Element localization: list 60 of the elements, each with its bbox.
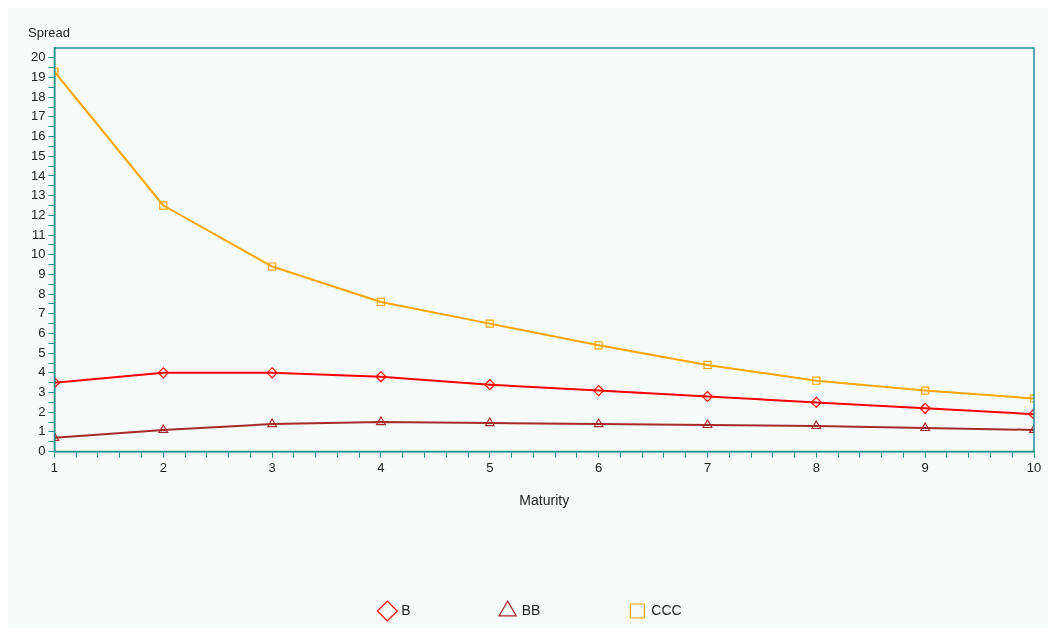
point — [376, 297, 386, 307]
y-tick-label: 16 — [30, 128, 46, 144]
legend-label: B — [401, 601, 411, 618]
point — [266, 367, 278, 379]
y-tick-label: 18 — [30, 88, 46, 104]
point — [484, 379, 496, 391]
legend-label: BB — [521, 601, 541, 618]
x-tick-label: 6 — [595, 459, 603, 475]
point — [484, 417, 495, 427]
y-tick-label: 19 — [30, 69, 46, 85]
y-tick-label: 5 — [38, 344, 46, 360]
y-tick-label: 6 — [38, 325, 46, 341]
y-tick-label: 9 — [38, 265, 46, 281]
point — [701, 390, 714, 403]
point — [919, 402, 931, 414]
y-tick-label: 3 — [38, 384, 46, 400]
point — [485, 319, 494, 328]
y-tick-label: 8 — [38, 285, 46, 301]
x-tick-label: 7 — [703, 459, 712, 475]
x-tick-label: 8 — [812, 459, 820, 475]
point — [158, 424, 169, 434]
x-tick-label: 4 — [377, 459, 385, 475]
point — [593, 418, 604, 428]
x-tick-label: 9 — [921, 459, 929, 475]
y-tick-label: 15 — [30, 147, 46, 163]
y-tick-label: 1 — [38, 423, 46, 439]
point — [157, 367, 169, 379]
x-tick-label: 1 — [50, 459, 59, 475]
y-tick-label: 20 — [30, 49, 46, 65]
point — [267, 418, 278, 428]
y-axis-title: Spread — [28, 25, 70, 41]
y-tick-label: 10 — [30, 246, 46, 262]
point — [268, 262, 277, 271]
y-tick-label: 11 — [31, 226, 46, 242]
point — [375, 371, 387, 383]
point — [159, 201, 168, 210]
y-tick-label: 13 — [30, 187, 46, 203]
legend-label: CCC — [651, 601, 682, 618]
point — [376, 416, 386, 426]
y-tick-label: 2 — [38, 403, 46, 419]
y-tick-label: 0 — [38, 443, 46, 459]
y-tick-label: 14 — [30, 167, 46, 183]
x-axis-title: Maturity — [519, 492, 570, 509]
y-tick-label: 17 — [30, 108, 46, 124]
point — [810, 396, 822, 408]
y-tick-label: 12 — [30, 206, 46, 222]
point — [812, 376, 821, 385]
x-tick-label: 5 — [486, 459, 494, 475]
point — [594, 341, 603, 350]
point — [703, 360, 712, 370]
point — [920, 422, 931, 432]
point — [921, 386, 930, 395]
x-tick-label: 2 — [159, 459, 167, 475]
x-tick-label: 3 — [268, 459, 276, 475]
point — [593, 384, 605, 397]
point — [811, 420, 822, 430]
y-tick-label: 4 — [38, 364, 46, 380]
x-tick-label: 10 — [1026, 459, 1042, 475]
point — [702, 419, 713, 429]
y-tick-label: 7 — [38, 305, 46, 321]
